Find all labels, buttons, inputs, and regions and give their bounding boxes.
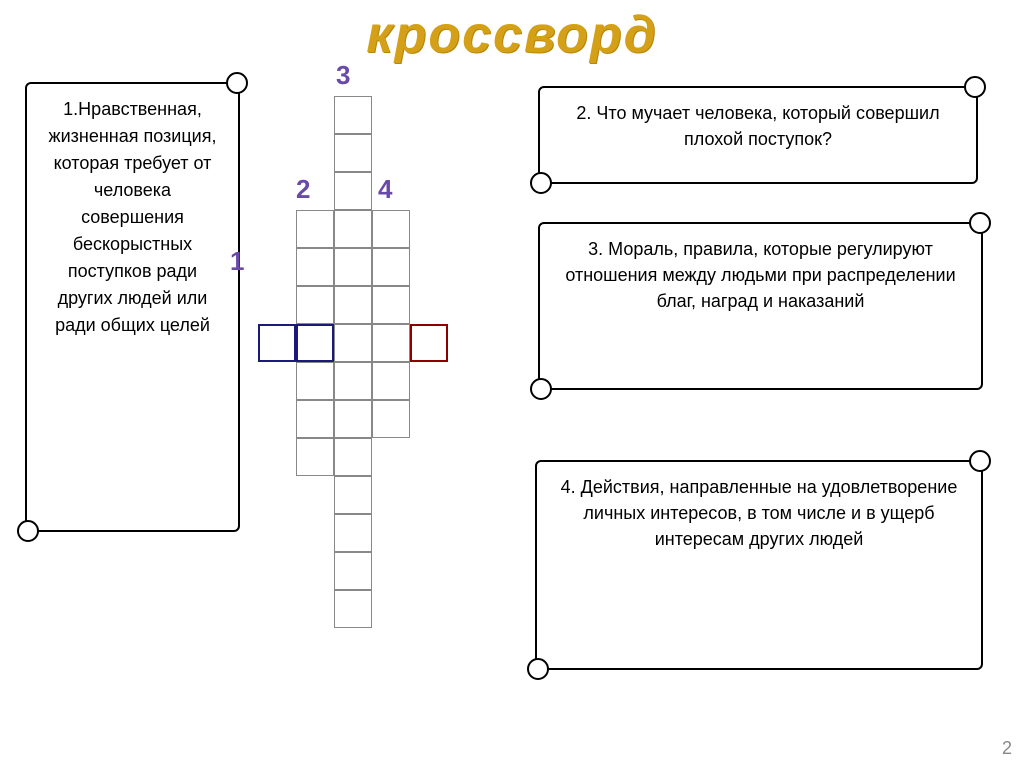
crossword-cell[interactable] <box>296 324 334 362</box>
grid-number-4: 4 <box>378 174 392 205</box>
crossword-cell[interactable] <box>334 134 372 172</box>
crossword-cell[interactable] <box>334 362 372 400</box>
crossword-cell[interactable] <box>334 438 372 476</box>
crossword-cell[interactable] <box>258 324 296 362</box>
clue-scroll-3: 3. Мораль, правила, которые регулируют о… <box>538 222 983 390</box>
grid-number-1: 1 <box>230 246 244 277</box>
clue-text-1: 1.Нравственная, жизненная позиция, котор… <box>49 99 217 335</box>
crossword-cell[interactable] <box>296 362 334 400</box>
crossword-cell[interactable] <box>334 248 372 286</box>
crossword-cell[interactable] <box>334 476 372 514</box>
clue-scroll-2: 2. Что мучает человека, который совершил… <box>538 86 978 184</box>
crossword-cell[interactable] <box>372 324 410 362</box>
page-title: кроссворд <box>366 5 658 65</box>
grid-number-2: 2 <box>296 174 310 205</box>
page-number: 2 <box>1002 738 1012 759</box>
crossword-cell[interactable] <box>334 400 372 438</box>
clue-text-3: 3. Мораль, правила, которые регулируют о… <box>565 239 955 311</box>
crossword-cell[interactable] <box>296 286 334 324</box>
crossword-cell[interactable] <box>372 248 410 286</box>
crossword-cell[interactable] <box>372 362 410 400</box>
crossword-cell[interactable] <box>334 590 372 628</box>
grid-number-3: 3 <box>336 60 350 91</box>
crossword-cell[interactable] <box>334 172 372 210</box>
crossword-cell[interactable] <box>372 210 410 248</box>
clue-text-2: 2. Что мучает человека, который совершил… <box>576 103 939 149</box>
crossword-cell[interactable] <box>334 514 372 552</box>
crossword-cell[interactable] <box>296 438 334 476</box>
crossword-cell[interactable] <box>334 210 372 248</box>
crossword-cell[interactable] <box>410 324 448 362</box>
crossword-cell[interactable] <box>372 286 410 324</box>
crossword-cell[interactable] <box>296 400 334 438</box>
crossword-cell[interactable] <box>372 400 410 438</box>
clue-text-4: 4. Действия, направленные на удовлетворе… <box>561 477 958 549</box>
crossword-cell[interactable] <box>334 324 372 362</box>
crossword-cell[interactable] <box>296 248 334 286</box>
crossword-cell[interactable] <box>334 96 372 134</box>
clue-scroll-4: 4. Действия, направленные на удовлетворе… <box>535 460 983 670</box>
crossword-cell[interactable] <box>334 552 372 590</box>
crossword-cell[interactable] <box>296 210 334 248</box>
clue-scroll-1: 1.Нравственная, жизненная позиция, котор… <box>25 82 240 532</box>
crossword-cell[interactable] <box>334 286 372 324</box>
